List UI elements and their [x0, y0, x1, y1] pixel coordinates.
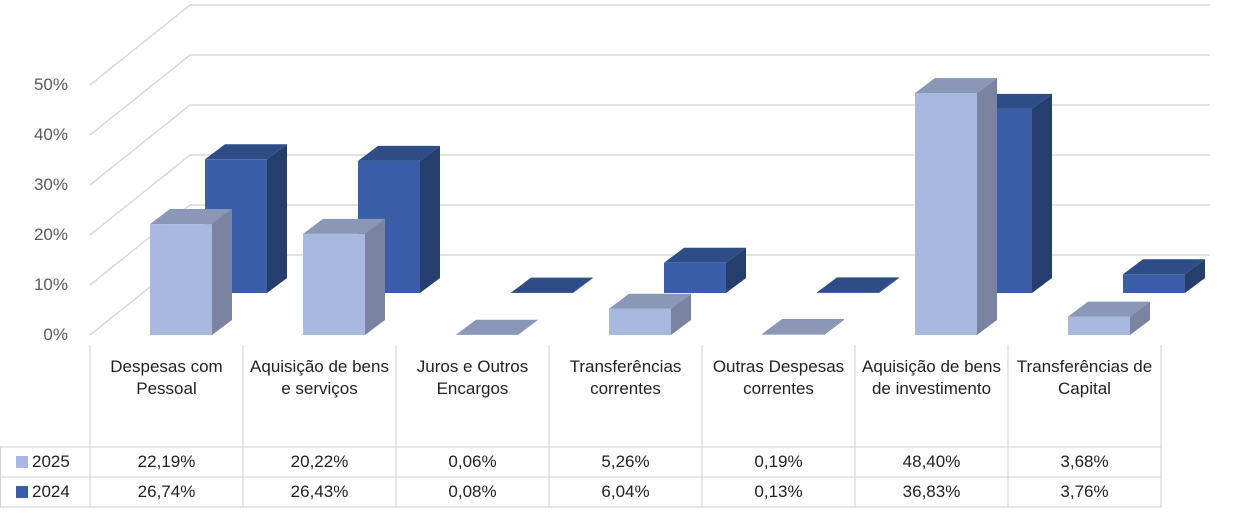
- bar: [915, 93, 977, 335]
- table-value: 5,26%: [601, 452, 650, 471]
- x-tick-label: Juros e Outros Encargos: [416, 357, 529, 398]
- grid-line: [89, 154, 1210, 236]
- bar-top: [817, 277, 899, 293]
- bar: [1123, 274, 1185, 293]
- x-tick-label: Transferências de Capital: [1016, 357, 1153, 398]
- x-tick-label: Transferências correntes: [569, 357, 682, 398]
- table-value: 3,76%: [1060, 482, 1109, 501]
- y-tick-label: 20%: [33, 225, 68, 244]
- table-value: 48,40%: [902, 452, 961, 471]
- bar-side: [726, 247, 746, 293]
- bar-side: [671, 293, 691, 335]
- y-tick-label: 0%: [43, 325, 68, 344]
- bar: [150, 224, 212, 335]
- grid-line: [89, 4, 1210, 86]
- table-value: 0,13%: [754, 482, 803, 501]
- legend-label: 2024: [32, 482, 70, 501]
- table-value: 6,04%: [601, 482, 650, 501]
- legend-swatch: [16, 486, 28, 498]
- bar-top: [762, 319, 844, 335]
- x-tick-label: Despesas com Pessoal: [110, 357, 223, 398]
- table-value: 36,83%: [902, 482, 961, 501]
- grid-line: [89, 54, 1210, 136]
- legend-swatch: [16, 456, 28, 468]
- bar: [1068, 316, 1130, 335]
- table-value: 26,43%: [290, 482, 349, 501]
- bar-top: [1123, 259, 1205, 275]
- bar: [303, 233, 365, 335]
- bar: [664, 262, 726, 293]
- bar-top: [915, 78, 997, 93]
- bar-side: [824, 319, 844, 335]
- table-value: 3,68%: [1060, 452, 1109, 471]
- y-tick-label: 10%: [33, 275, 68, 294]
- bar-top: [511, 277, 593, 293]
- legend-label: 2025: [32, 452, 70, 471]
- bar-side: [267, 144, 287, 293]
- bar-side: [1032, 93, 1052, 293]
- bar-side: [977, 78, 997, 335]
- bar: [817, 292, 879, 293]
- bar: [609, 308, 671, 335]
- bar-side: [420, 145, 440, 293]
- x-tick-label: Aquisição de bens de investimento: [862, 357, 1001, 398]
- grid-line: [89, 204, 1210, 286]
- bar-top: [664, 247, 746, 263]
- bar-side: [879, 277, 899, 293]
- bar-side: [1185, 259, 1205, 293]
- bar-side: [518, 319, 538, 335]
- bar-top: [150, 209, 232, 225]
- table-value: 0,08%: [448, 482, 497, 501]
- x-tick-label: Outras Despesas correntes: [712, 357, 845, 398]
- y-tick-label: 50%: [33, 75, 68, 94]
- bar-top: [358, 145, 440, 161]
- bar-side: [573, 277, 593, 293]
- table-value: 26,74%: [137, 482, 196, 501]
- bar-top: [1068, 301, 1150, 317]
- table-value: 0,19%: [754, 452, 803, 471]
- bar-side: [212, 209, 232, 335]
- table-value: 0,06%: [448, 452, 497, 471]
- y-tick-label: 40%: [33, 125, 68, 144]
- bar-top: [205, 144, 287, 160]
- bar-top: [303, 218, 385, 234]
- y-tick-label: 30%: [33, 175, 68, 194]
- bar-top: [456, 319, 538, 335]
- bar-side: [365, 218, 385, 335]
- x-tick-label: Aquisição de bens e serviços: [250, 357, 389, 398]
- bar-top: [609, 293, 691, 309]
- table-value: 22,19%: [137, 452, 196, 471]
- table-value: 20,22%: [290, 452, 349, 471]
- grid-line: [89, 104, 1210, 186]
- bar-side: [1130, 301, 1150, 335]
- bar: [762, 334, 824, 335]
